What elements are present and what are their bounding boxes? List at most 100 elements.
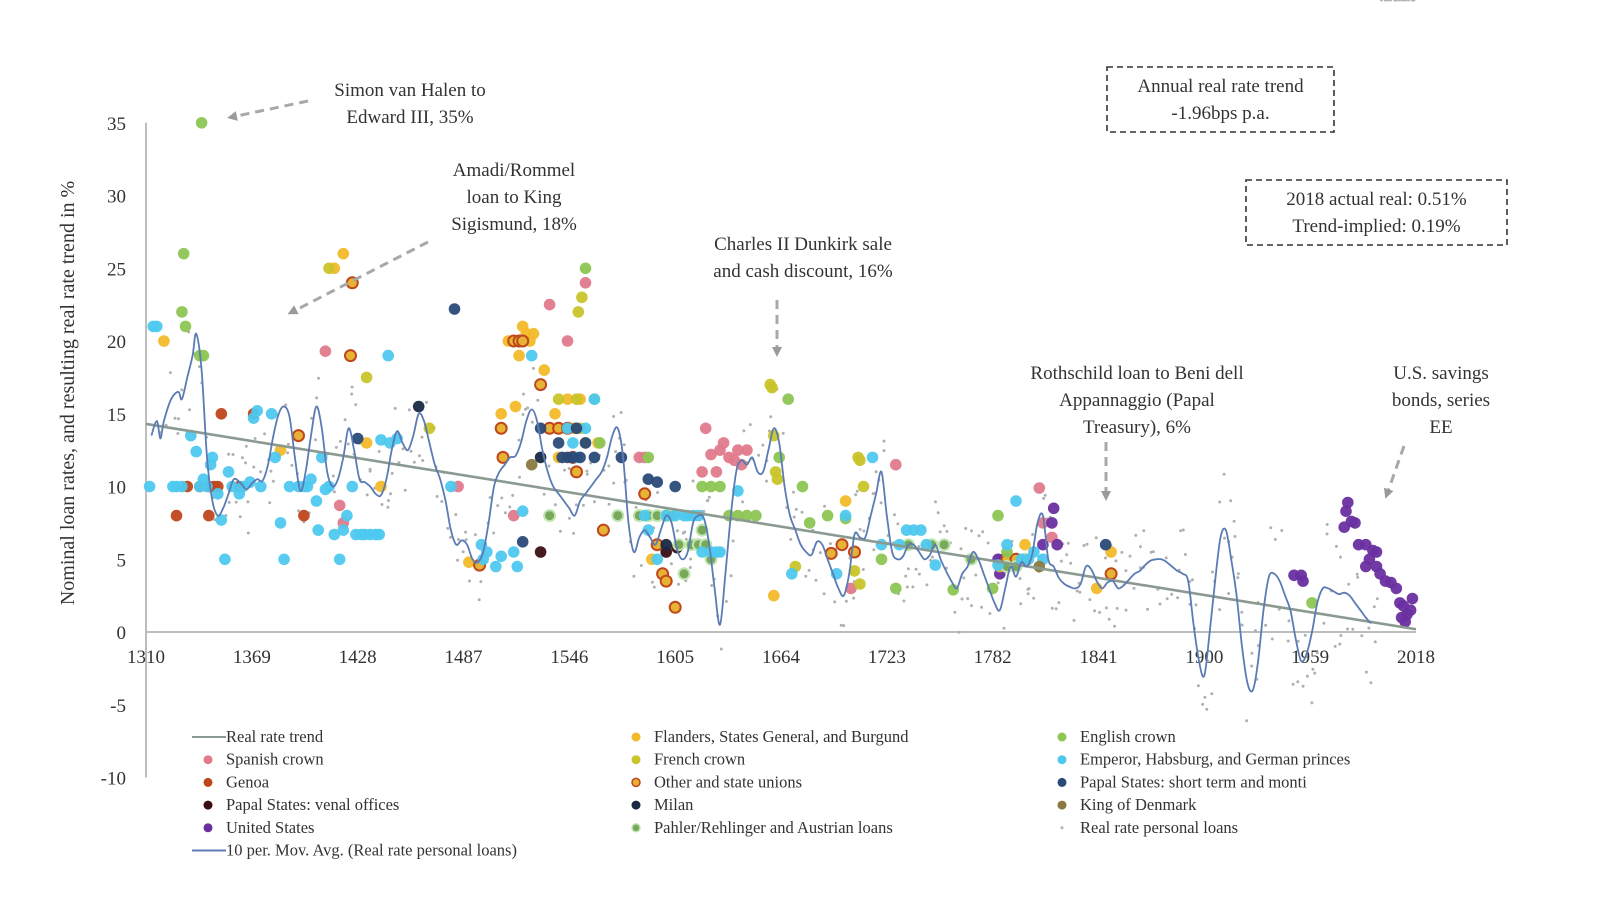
- legend-label: 10 per. Mov. Avg. (Real rate personal lo…: [226, 841, 517, 860]
- legend-label: Milan: [654, 795, 693, 814]
- legend-label: Papal States: short term and monti: [1080, 772, 1307, 791]
- point-emperor-habsburg-and-german-princes: [212, 488, 224, 500]
- x-tick-label: 1605: [656, 647, 694, 668]
- personal-loan-dot: [1296, 680, 1300, 684]
- personal-loan-dot: [882, 449, 886, 453]
- personal-loan-dot: [902, 599, 906, 603]
- point-united-states: [1340, 505, 1352, 517]
- personal-loan-dot: [531, 366, 535, 370]
- point-emperor-habsburg-and-german-princes: [375, 434, 387, 446]
- y-tick-label: 20: [107, 332, 126, 353]
- personal-loan-dot: [558, 529, 562, 533]
- personal-loan-dot: [1383, 0, 1387, 2]
- personal-loan-dot: [454, 513, 458, 517]
- personal-loan-dot: [511, 493, 515, 497]
- personal-loan-dot: [761, 443, 765, 447]
- personal-loan-dot: [271, 479, 275, 483]
- personal-loan-dot: [833, 600, 837, 604]
- box-text: Trend-implied: 0.19%: [1292, 216, 1460, 237]
- annotation-text: Treasury), 6%: [1083, 417, 1191, 438]
- personal-loan-dot: [1373, 640, 1377, 644]
- y-tick-label: -5: [110, 696, 126, 717]
- point-flanders-states-general-and-burgund: [768, 589, 780, 602]
- personal-loan-dot: [1334, 544, 1338, 548]
- personal-loan-dot: [567, 467, 571, 470]
- personal-loan-dot: [246, 500, 250, 504]
- personal-loan-dot: [1240, 623, 1244, 627]
- personal-loan-dot: [879, 501, 883, 505]
- personal-loan-dot: [1369, 681, 1373, 685]
- personal-loan-dot: [839, 623, 843, 627]
- point-other-and-state-unions: [835, 538, 849, 552]
- legend-item: French crown: [631, 750, 745, 769]
- personal-loan-dot: [1280, 529, 1284, 532]
- personal-loan-dot: [1113, 624, 1116, 628]
- personal-loan-dot: [977, 534, 981, 538]
- point-english-crown: [1306, 597, 1318, 609]
- personal-loan-dot: [1311, 667, 1315, 671]
- personal-loan-dot: [508, 505, 512, 509]
- personal-loan-dot: [585, 472, 589, 476]
- legend-swatch: [1060, 826, 1064, 830]
- point-united-states: [1047, 502, 1060, 515]
- personal-loan-dot: [622, 443, 626, 447]
- personal-loan-dot: [1124, 569, 1128, 573]
- personal-loan-dot: [872, 548, 876, 552]
- personal-loan-dot: [1165, 597, 1169, 601]
- personal-loan-dot: [1181, 528, 1185, 532]
- legend-label: Emperor, Habsburg, and German princes: [1080, 750, 1350, 769]
- personal-loan-dot: [769, 415, 773, 419]
- personal-loan-dot: [862, 529, 866, 533]
- personal-loan-dot: [425, 400, 428, 404]
- annotation-text: U.S. savings: [1393, 363, 1489, 384]
- point-english-crown: [176, 306, 188, 318]
- personal-loan-dot: [689, 557, 693, 561]
- legend-item: Milan: [631, 795, 693, 814]
- point-french-crown: [552, 393, 565, 406]
- x-tick-label: 1900: [1185, 647, 1223, 668]
- personal-loan-dot: [1375, 597, 1379, 601]
- personal-loan-dot: [1176, 596, 1180, 600]
- personal-loan-dot: [1019, 602, 1023, 606]
- personal-loan-dot: [1050, 606, 1054, 610]
- personal-loan-dot: [387, 499, 390, 502]
- point-emperor-habsburg-and-german-princes: [696, 546, 708, 558]
- point-papal-states-short-term-and-monti: [552, 437, 565, 449]
- personal-loan-dot: [386, 505, 390, 509]
- point-french-crown: [854, 578, 866, 590]
- personal-loan-dot: [938, 530, 942, 534]
- personal-loan-dot: [1032, 596, 1036, 600]
- personal-loan-dot: [942, 524, 946, 528]
- point-spanish-crown: [333, 499, 346, 512]
- personal-loan-dot: [959, 547, 963, 551]
- personal-loan-dot: [446, 526, 450, 530]
- personal-loan-dot: [1132, 586, 1136, 590]
- personal-loan-dot: [1227, 592, 1231, 595]
- annotations: Simon van Halen to Edward III, 35% Amadi/R…: [227, 80, 1490, 501]
- personal-loan-dot: [1043, 493, 1047, 497]
- point-emperor-habsburg-and-german-princes: [283, 480, 296, 493]
- point-flanders-states-general-and-burgund: [527, 327, 540, 340]
- point-flanders-states-general-and-burgund: [549, 408, 561, 420]
- point-united-states: [1338, 521, 1350, 533]
- personal-loan-dot: [669, 562, 673, 566]
- personal-loan-dot: [650, 580, 654, 584]
- point-emperor-habsburg-and-german-princes: [176, 480, 188, 493]
- y-tick-label: 25: [107, 259, 126, 280]
- personal-loan-dot: [401, 447, 405, 451]
- personal-loan-dot: [1042, 496, 1046, 500]
- personal-loan-dot: [917, 572, 921, 576]
- legend-swatch: [631, 800, 641, 810]
- personal-loan-dot: [861, 568, 865, 571]
- point-united-states: [1399, 616, 1411, 628]
- point-spanish-crown: [717, 437, 730, 449]
- personal-loan-dot: [530, 420, 534, 424]
- personal-loan-dot: [724, 600, 728, 603]
- point-english-crown: [782, 393, 794, 406]
- personal-loan-dot: [1367, 626, 1371, 630]
- point-spanish-crown: [561, 335, 574, 347]
- point-english-crown: [741, 509, 753, 522]
- personal-loan-dot: [905, 585, 909, 589]
- point-spanish-crown: [507, 509, 520, 522]
- point-spanish-crown: [699, 422, 712, 435]
